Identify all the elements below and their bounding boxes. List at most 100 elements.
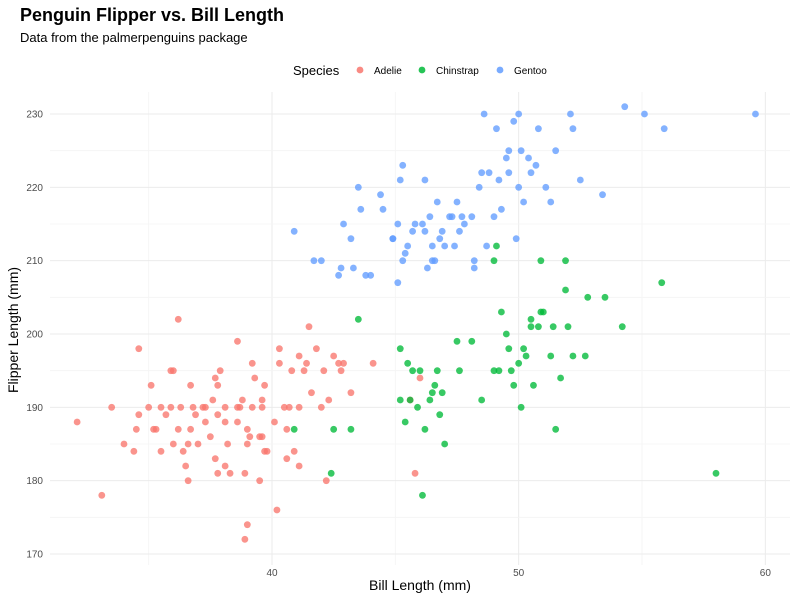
data-point-adelie: [325, 396, 333, 404]
data-point-gentoo: [569, 125, 577, 133]
data-point-chinstrap: [527, 315, 535, 323]
data-point-adelie: [251, 374, 259, 382]
data-point-adelie: [322, 477, 330, 485]
data-point-gentoo: [461, 220, 468, 228]
data-point-gentoo: [470, 257, 478, 265]
data-point-adelie: [214, 411, 222, 419]
y-tick-label: 220: [26, 183, 43, 194]
legend: Species Adelie Chinstrap Gentoo: [293, 63, 547, 78]
y-tick-label: 230: [26, 110, 43, 121]
data-point-adelie: [285, 403, 293, 411]
data-point-adelie: [189, 403, 197, 411]
data-point-chinstrap: [547, 352, 555, 360]
data-point-chinstrap: [438, 389, 446, 397]
data-point-chinstrap: [498, 308, 505, 316]
data-point-gentoo: [411, 220, 419, 228]
data-point-gentoo: [394, 279, 402, 287]
data-point-chinstrap: [712, 469, 720, 477]
data-point-adelie: [187, 425, 195, 433]
data-point-adelie: [206, 433, 214, 441]
data-point-chinstrap: [354, 315, 362, 323]
data-point-chinstrap: [406, 396, 414, 404]
x-axis-ticks: 40 50 60: [266, 568, 771, 579]
data-point-adelie: [157, 447, 165, 455]
data-point-adelie: [162, 411, 170, 419]
data-point-adelie: [258, 396, 266, 404]
data-point-gentoo: [389, 235, 397, 243]
data-point-adelie: [256, 477, 264, 485]
data-point-adelie: [369, 359, 377, 367]
data-point-gentoo: [310, 257, 318, 265]
data-point-gentoo: [480, 110, 488, 118]
data-point-adelie: [283, 425, 291, 433]
data-point-chinstrap: [416, 367, 424, 375]
data-point-gentoo: [468, 213, 476, 221]
data-point-adelie: [261, 381, 268, 389]
data-point-chinstrap: [522, 352, 530, 360]
data-point-adelie: [214, 469, 222, 477]
data-point-adelie: [300, 367, 308, 375]
data-point-gentoo: [421, 227, 429, 235]
data-point-chinstrap: [490, 257, 498, 265]
data-point-adelie: [411, 469, 419, 477]
data-point-chinstrap: [490, 367, 498, 375]
data-point-chinstrap: [505, 345, 513, 353]
data-point-adelie: [305, 323, 313, 331]
data-point-adelie: [73, 418, 81, 426]
data-point-chinstrap: [409, 367, 416, 375]
data-point-chinstrap: [347, 425, 355, 433]
data-point-gentoo: [458, 213, 466, 221]
data-point-adelie: [179, 447, 187, 455]
data-point-gentoo: [483, 242, 490, 250]
x-axis-title: Bill Length (mm): [369, 577, 471, 593]
data-point-adelie: [303, 359, 310, 367]
data-point-gentoo: [431, 257, 439, 265]
data-point-gentoo: [752, 110, 759, 118]
data-point-adelie: [276, 345, 283, 353]
data-point-gentoo: [426, 213, 434, 221]
data-point-adelie: [337, 367, 345, 375]
data-point-adelie: [313, 345, 320, 353]
data-point-chinstrap: [419, 491, 426, 499]
data-point-chinstrap: [421, 425, 429, 433]
chart-title: Penguin Flipper vs. Bill Length: [20, 5, 285, 25]
data-point-gentoo: [404, 242, 412, 250]
data-point-gentoo: [433, 198, 441, 206]
legend-label-adelie: Adelie: [374, 66, 402, 77]
data-point-adelie: [174, 315, 182, 323]
data-point-adelie: [248, 359, 256, 367]
data-point-chinstrap: [569, 352, 577, 360]
data-point-chinstrap: [426, 396, 434, 404]
data-point-gentoo: [495, 176, 503, 184]
data-point-gentoo: [399, 257, 407, 265]
data-point-adelie: [290, 447, 298, 455]
data-point-chinstrap: [601, 293, 609, 301]
data-point-adelie: [241, 469, 249, 477]
data-point-adelie: [246, 433, 254, 441]
data-point-chinstrap: [401, 418, 409, 426]
data-point-gentoo: [478, 169, 486, 177]
data-point-gentoo: [438, 227, 446, 235]
data-point-adelie: [184, 440, 192, 448]
data-point-chinstrap: [584, 293, 592, 301]
data-point-gentoo: [409, 227, 416, 235]
data-point-adelie: [295, 352, 303, 360]
data-point-adelie: [280, 403, 288, 411]
data-point-chinstrap: [562, 257, 569, 265]
data-point-chinstrap: [396, 396, 404, 404]
data-point-chinstrap: [581, 352, 589, 360]
legend-key-chinstrap: [418, 66, 426, 74]
data-point-adelie: [241, 535, 249, 543]
data-point-chinstrap: [658, 279, 666, 287]
data-point-gentoo: [451, 242, 458, 250]
data-point-chinstrap: [468, 337, 476, 345]
data-point-gentoo: [340, 220, 347, 228]
data-point-adelie: [214, 381, 222, 389]
data-point-adelie: [226, 469, 234, 477]
data-point-chinstrap: [478, 396, 486, 404]
data-point-adelie: [120, 440, 128, 448]
data-point-gentoo: [394, 220, 402, 228]
data-point-gentoo: [660, 125, 668, 133]
data-point-adelie: [224, 440, 232, 448]
data-point-gentoo: [485, 169, 493, 177]
